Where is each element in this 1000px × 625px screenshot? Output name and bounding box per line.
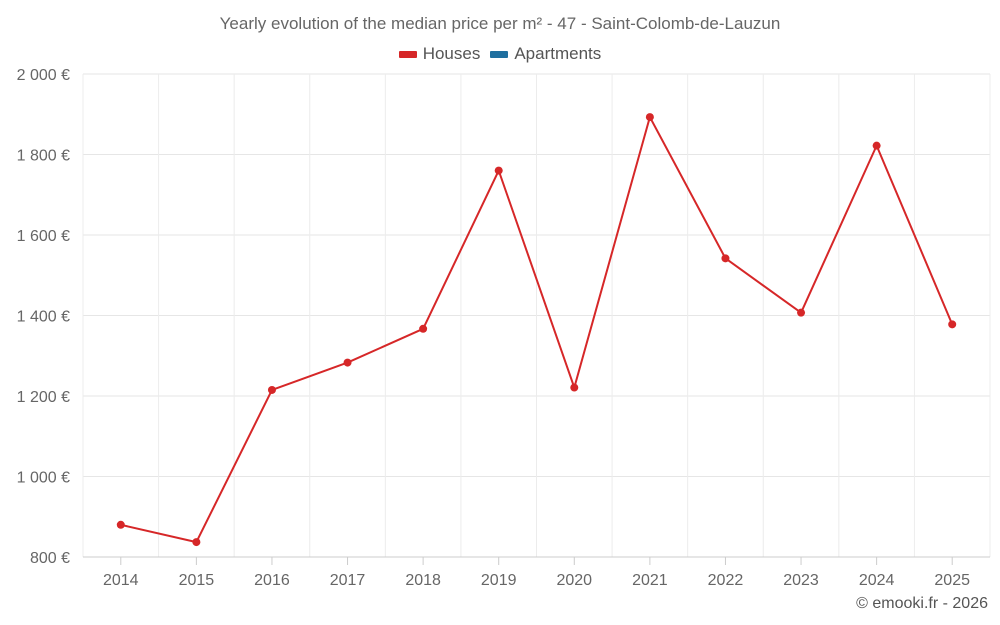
legend-item-apartments[interactable]: Apartments	[490, 44, 601, 64]
x-tick-label: 2022	[708, 572, 744, 589]
data-point	[645, 113, 654, 122]
x-tick-label: 2019	[481, 572, 517, 589]
data-point	[192, 538, 201, 547]
legend-item-houses[interactable]: Houses	[398, 44, 481, 64]
y-tick-label: 1 800 €	[17, 148, 70, 165]
data-point	[721, 254, 730, 263]
series-line-houses	[120, 116, 954, 544]
y-tick-label: 800 €	[30, 550, 70, 567]
data-point	[948, 320, 957, 329]
data-point	[872, 141, 881, 150]
y-tick-label: 1 000 €	[17, 470, 70, 487]
x-tick-label: 2024	[859, 572, 895, 589]
data-point	[797, 308, 806, 317]
y-tick-label: 2 000 €	[17, 67, 70, 84]
legend: Houses Apartments	[0, 44, 1000, 64]
legend-label-apartments: Apartments	[514, 44, 602, 63]
chart-title: Yearly evolution of the median price per…	[219, 14, 781, 33]
legend-swatch-houses	[398, 50, 417, 58]
data-point	[116, 520, 125, 529]
data-point	[343, 358, 352, 367]
x-tick-label: 2021	[632, 572, 668, 589]
x-tick-label: 2017	[330, 572, 366, 589]
x-tick-label: 2015	[179, 572, 215, 589]
x-tick-label: 2018	[405, 572, 441, 589]
data-point	[570, 383, 579, 392]
x-tick-label: 2025	[934, 572, 970, 589]
x-tick-label: 2020	[556, 572, 592, 589]
x-tick-label: 2016	[254, 572, 290, 589]
legend-swatch-apartments	[490, 50, 509, 58]
data-point	[494, 166, 503, 175]
legend-label-houses: Houses	[422, 44, 481, 63]
y-tick-label: 1 200 €	[17, 389, 70, 406]
x-tick-label: 2014	[103, 572, 139, 589]
y-tick-label: 1 600 €	[17, 228, 70, 245]
credit-text: © emooki.fr - 2026	[856, 595, 988, 612]
data-point	[419, 324, 428, 333]
x-tick-label: 2023	[783, 572, 819, 589]
data-point	[267, 385, 276, 394]
y-tick-label: 1 400 €	[17, 309, 70, 326]
